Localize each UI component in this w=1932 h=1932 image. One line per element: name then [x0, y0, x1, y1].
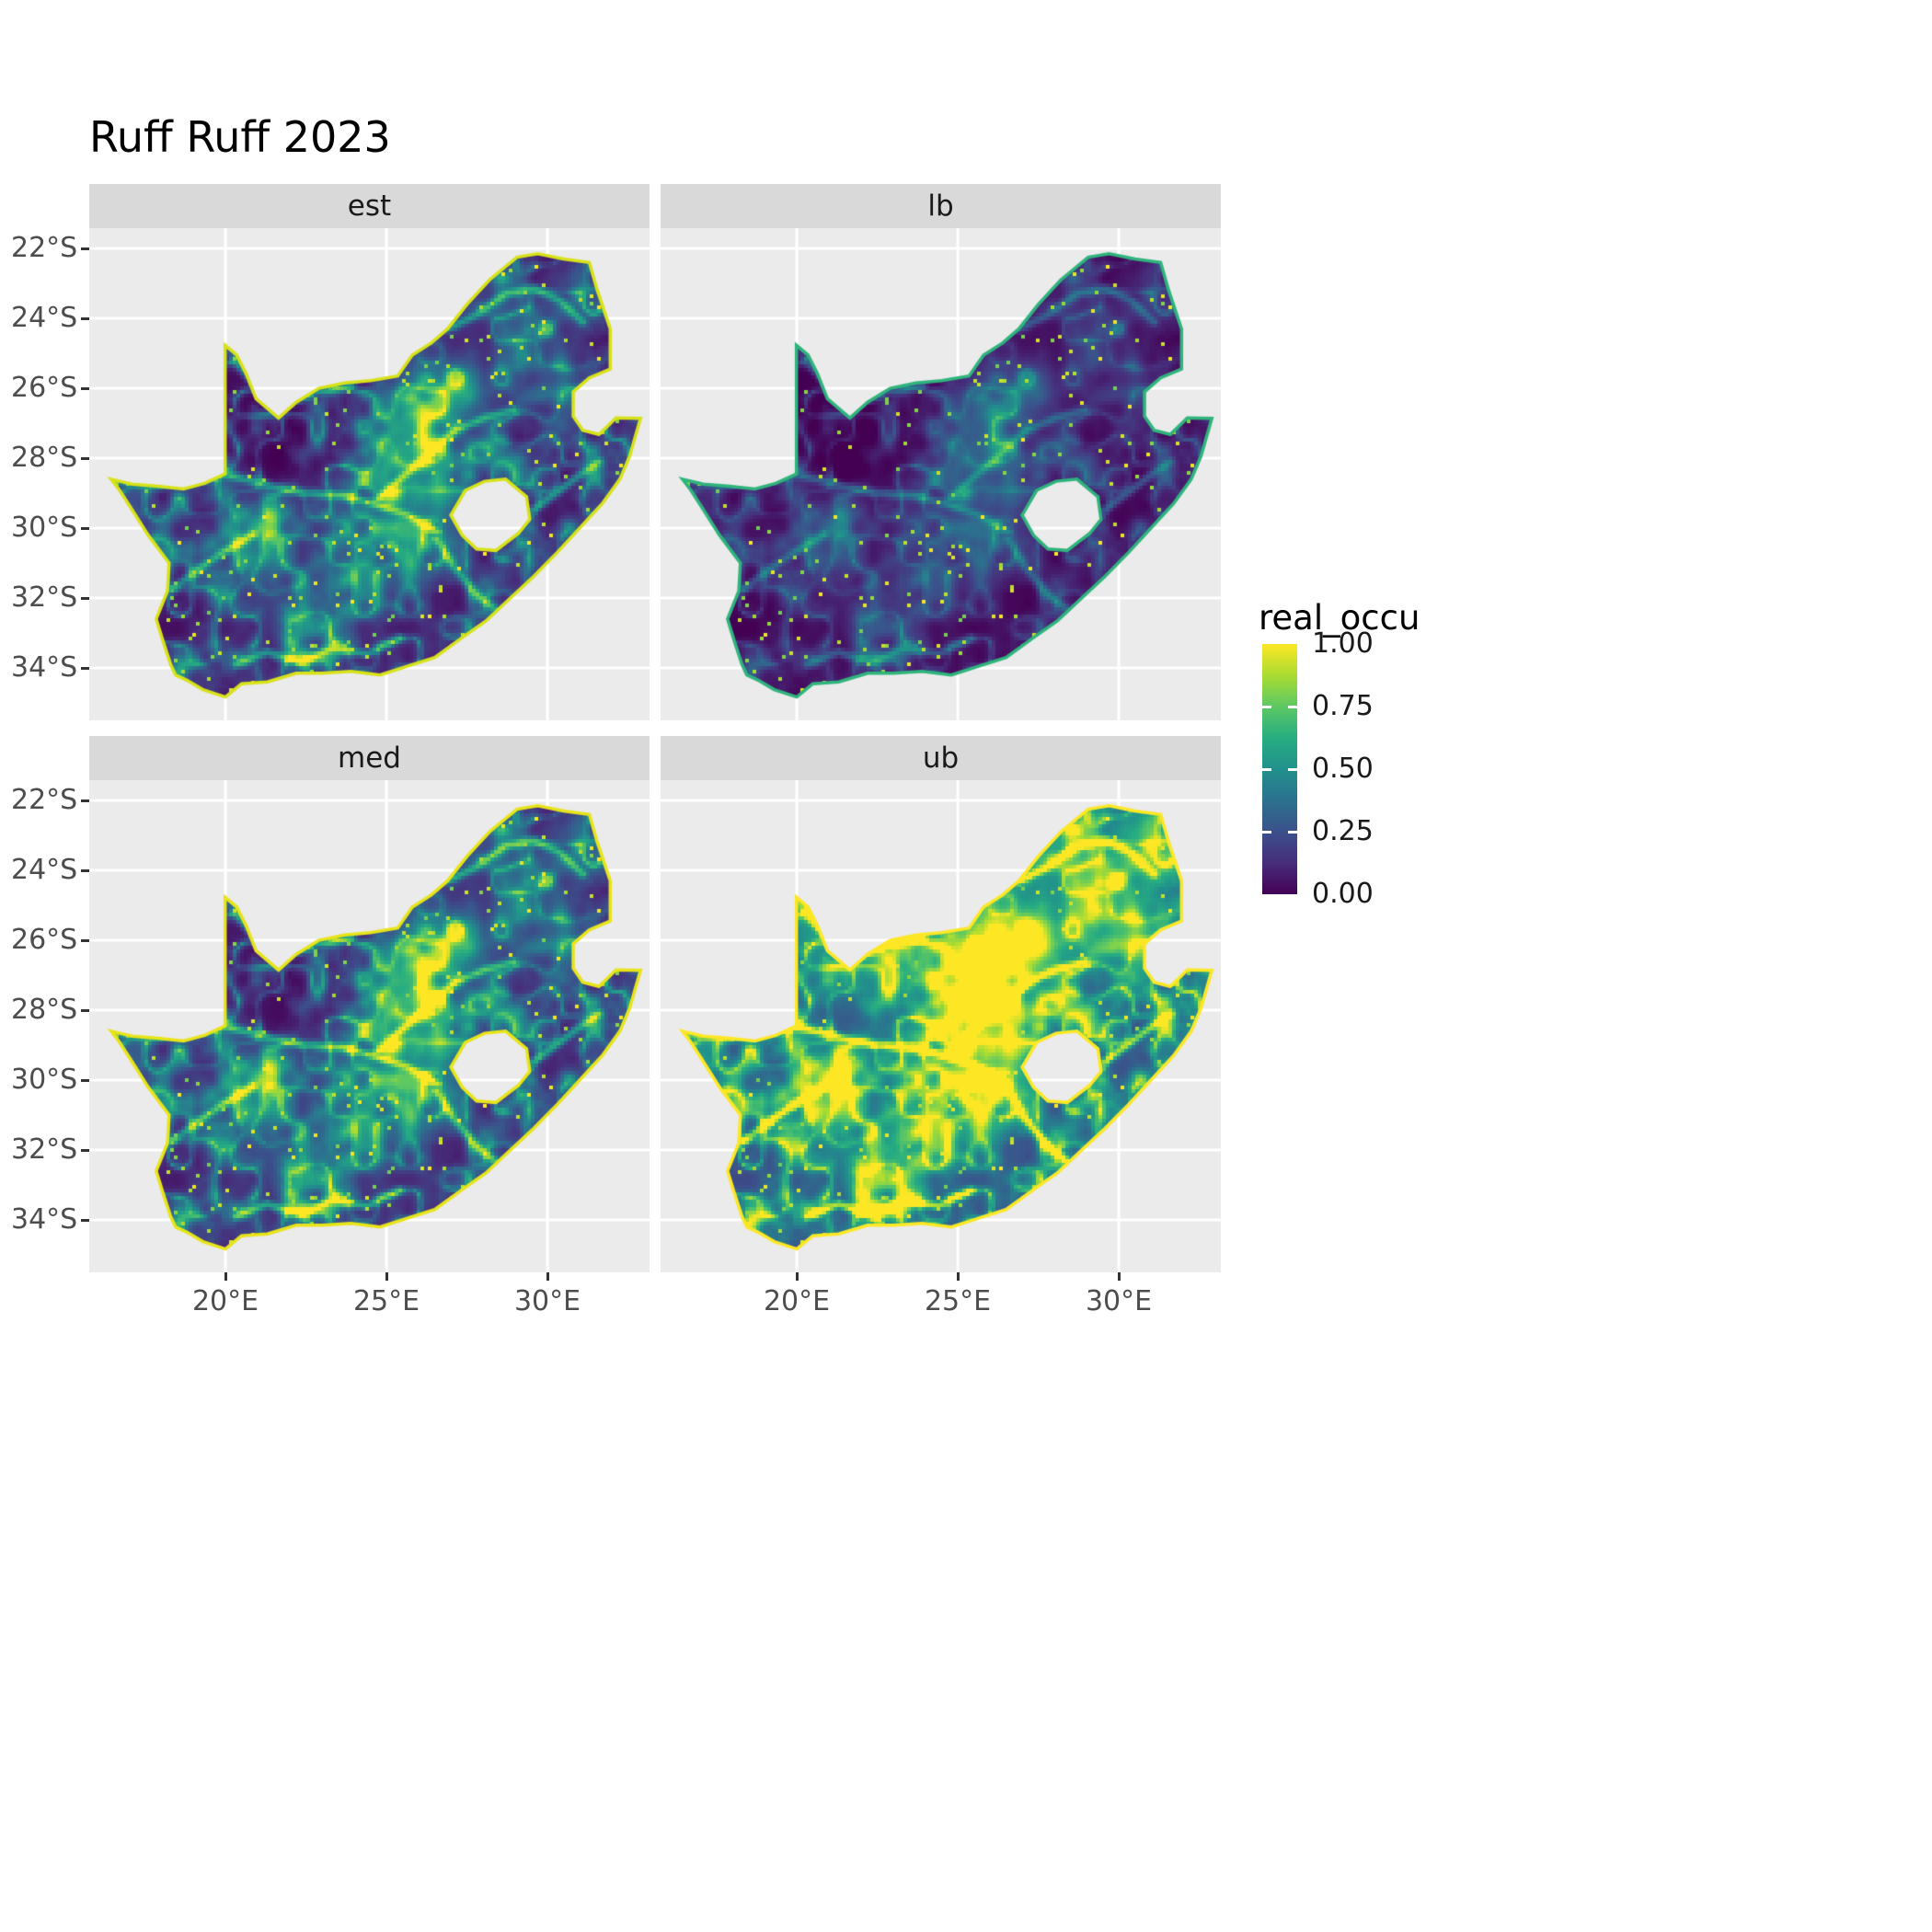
legend-tick-label: 1.00 — [1312, 627, 1374, 660]
legend-tick-mark — [1262, 830, 1271, 834]
map-panel-est — [89, 228, 650, 720]
facet-strip-est: est — [89, 184, 650, 228]
y-axis-tick-mark — [81, 526, 89, 530]
map-panel-med — [89, 780, 650, 1272]
y-axis-tick-label: 28°S — [11, 442, 78, 475]
y-axis-tick-label: 22°S — [11, 784, 78, 817]
y-axis-tick-mark — [81, 1148, 89, 1152]
legend-tick-mark — [1288, 705, 1297, 708]
y-axis-tick-label: 34°S — [11, 1203, 78, 1236]
legend-tick-mark — [1262, 705, 1271, 708]
facet-strip-label-est: est — [347, 190, 392, 223]
y-axis-tick-label: 30°S — [11, 512, 78, 545]
y-axis-tick-mark — [81, 1008, 89, 1012]
y-axis-tick-mark — [81, 1218, 89, 1222]
x-axis-tick-mark — [385, 1272, 388, 1281]
x-axis-tick-mark — [1117, 1272, 1121, 1281]
x-axis-tick-mark — [546, 1272, 549, 1281]
y-axis-tick-label: 22°S — [11, 232, 78, 265]
y-axis-tick-mark — [81, 247, 89, 250]
y-axis-tick-mark — [81, 799, 89, 802]
legend-tick-mark — [1262, 767, 1271, 771]
plot-title: Ruff Ruff 2023 — [89, 112, 391, 162]
x-axis-tick-mark — [224, 1272, 227, 1281]
y-axis-tick-label: 30°S — [11, 1064, 78, 1097]
legend-title: real_occu — [1259, 598, 1420, 638]
y-axis-tick-label: 24°S — [11, 854, 78, 887]
facet-strip-ub: ub — [661, 736, 1221, 780]
x-axis-tick-label: 25°E — [352, 1285, 420, 1317]
legend-tick-label: 0.25 — [1312, 815, 1374, 847]
map-panel-lb — [661, 228, 1221, 720]
y-axis-tick-label: 34°S — [11, 651, 78, 684]
y-axis-tick-label: 32°S — [11, 581, 78, 615]
x-axis-tick-label: 30°E — [1085, 1285, 1153, 1317]
facet-strip-med: med — [89, 736, 650, 780]
x-axis-tick-label: 20°E — [191, 1285, 259, 1317]
legend-tick-label: 0.50 — [1312, 753, 1374, 785]
y-axis-tick-label: 26°S — [11, 372, 78, 405]
y-axis-tick-label: 28°S — [11, 994, 78, 1027]
legend-tick-label: 0.00 — [1312, 878, 1374, 910]
y-axis-tick-mark — [81, 596, 89, 600]
legend-tick-label: 0.75 — [1312, 690, 1374, 722]
x-axis-tick-label: 25°E — [924, 1285, 992, 1317]
y-axis-tick-mark — [81, 386, 89, 390]
legend-tick-mark — [1288, 830, 1297, 834]
y-axis-tick-label: 32°S — [11, 1133, 78, 1167]
y-axis-tick-mark — [81, 456, 89, 460]
y-axis-tick-mark — [81, 666, 89, 670]
facet-strip-label-ub: ub — [922, 742, 960, 775]
y-axis-tick-mark — [81, 316, 89, 320]
y-axis-tick-label: 24°S — [11, 302, 78, 335]
y-axis-tick-mark — [81, 1078, 89, 1082]
y-axis-tick-mark — [81, 868, 89, 872]
x-axis-tick-mark — [795, 1272, 799, 1281]
facet-strip-label-med: med — [338, 742, 401, 775]
x-axis-tick-mark — [956, 1272, 960, 1281]
x-axis-tick-label: 20°E — [763, 1285, 831, 1317]
map-panel-ub — [661, 780, 1221, 1272]
legend-tick-mark — [1288, 767, 1297, 771]
facet-strip-label-lb: lb — [927, 190, 954, 223]
facet-strip-lb: lb — [661, 184, 1221, 228]
y-axis-tick-label: 26°S — [11, 924, 78, 957]
x-axis-tick-label: 30°E — [513, 1285, 581, 1317]
y-axis-tick-mark — [81, 938, 89, 942]
